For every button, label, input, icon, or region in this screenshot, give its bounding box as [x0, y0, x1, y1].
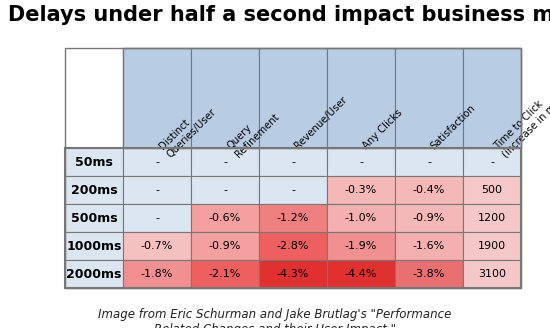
Bar [395, 48, 463, 148]
Bar [65, 260, 123, 288]
Bar [259, 260, 327, 288]
Text: 200ms: 200ms [71, 183, 117, 196]
Text: -: - [223, 185, 227, 195]
Text: -: - [291, 185, 295, 195]
Bar [463, 260, 521, 288]
Text: 1200: 1200 [478, 213, 506, 223]
Bar [65, 204, 123, 232]
Bar [123, 48, 191, 148]
Text: Delays under half a second impact business metrics: Delays under half a second impact busine… [8, 5, 550, 25]
Bar [259, 48, 327, 148]
Bar [259, 204, 327, 232]
Bar [327, 48, 395, 148]
Text: -3.8%: -3.8% [413, 269, 445, 279]
Bar [327, 232, 395, 260]
Bar [259, 232, 327, 260]
Bar [463, 232, 521, 260]
Bar [191, 204, 259, 232]
Text: Distinct
Queries/User: Distinct Queries/User [157, 98, 218, 159]
Text: 500ms: 500ms [71, 212, 117, 224]
Bar [123, 176, 191, 204]
Bar [327, 260, 395, 288]
Text: -: - [291, 157, 295, 167]
Text: -: - [359, 157, 363, 167]
Text: -4.4%: -4.4% [345, 269, 377, 279]
Bar [395, 232, 463, 260]
Text: Time to Click
(increase in ms): Time to Click (increase in ms) [492, 87, 550, 159]
Bar [123, 48, 521, 148]
Bar [65, 148, 123, 176]
Bar [463, 48, 521, 148]
Bar [395, 204, 463, 232]
Bar [65, 176, 123, 204]
Text: -2.1%: -2.1% [209, 269, 241, 279]
Text: -0.9%: -0.9% [209, 241, 241, 251]
Text: Any Clicks: Any Clicks [361, 108, 404, 151]
Bar [463, 204, 521, 232]
Bar [191, 176, 259, 204]
Text: -0.9%: -0.9% [413, 213, 445, 223]
Bar [65, 232, 123, 260]
Bar [327, 176, 395, 204]
Bar [123, 148, 191, 176]
Text: -1.9%: -1.9% [345, 241, 377, 251]
Bar [327, 204, 395, 232]
Bar [191, 232, 259, 260]
Bar [395, 176, 463, 204]
Text: Query
Refinement: Query Refinement [225, 103, 281, 159]
Bar [191, 148, 259, 176]
Text: -0.4%: -0.4% [413, 185, 445, 195]
Text: -: - [490, 157, 494, 167]
Text: -1.2%: -1.2% [277, 213, 309, 223]
Text: Satisfaction: Satisfaction [429, 102, 477, 151]
Text: 1900: 1900 [478, 241, 506, 251]
Text: -: - [155, 213, 159, 223]
Text: -: - [155, 185, 159, 195]
Text: -1.8%: -1.8% [141, 269, 173, 279]
Bar [65, 48, 521, 288]
Bar [259, 176, 327, 204]
Text: -0.7%: -0.7% [141, 241, 173, 251]
Text: -0.6%: -0.6% [209, 213, 241, 223]
Text: 500: 500 [481, 185, 503, 195]
Bar [259, 148, 327, 176]
Text: 1000ms: 1000ms [67, 239, 122, 253]
Bar [123, 260, 191, 288]
Text: -: - [223, 157, 227, 167]
Bar [123, 232, 191, 260]
Text: -1.6%: -1.6% [413, 241, 445, 251]
Bar [191, 260, 259, 288]
Text: -: - [155, 157, 159, 167]
Bar [395, 148, 463, 176]
Text: -: - [427, 157, 431, 167]
Bar [65, 148, 521, 288]
Bar [327, 148, 395, 176]
Bar [463, 148, 521, 176]
Text: -4.3%: -4.3% [277, 269, 309, 279]
Bar [395, 260, 463, 288]
Bar [463, 176, 521, 204]
Bar [191, 48, 259, 148]
Text: 50ms: 50ms [75, 155, 113, 169]
Text: -2.8%: -2.8% [277, 241, 309, 251]
Text: 3100: 3100 [478, 269, 506, 279]
Text: Image from Eric Schurman and Jake Brutlag's "Performance
Related Changes and the: Image from Eric Schurman and Jake Brutla… [98, 308, 452, 328]
Text: -1.0%: -1.0% [345, 213, 377, 223]
Bar [123, 204, 191, 232]
Text: -0.3%: -0.3% [345, 185, 377, 195]
Text: 2000ms: 2000ms [67, 268, 122, 280]
Text: Revenue/User: Revenue/User [293, 95, 349, 151]
